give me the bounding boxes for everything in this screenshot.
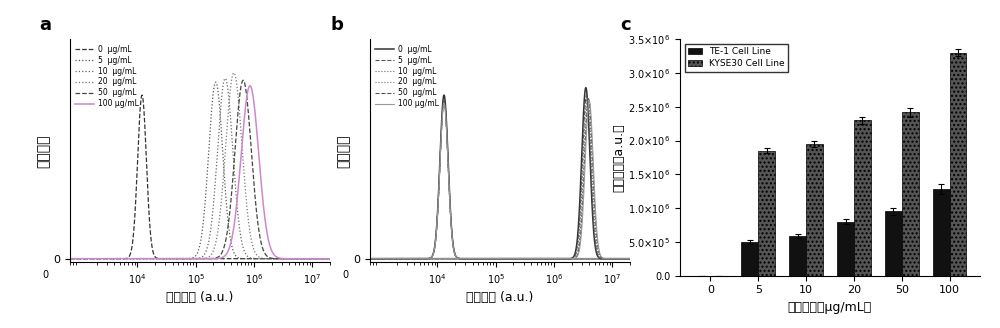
- Bar: [950, 53, 966, 276]
- Legend: 0  μg/mL, 5  μg/mL, 10  μg/mL, 20  μg/mL, 50  μg/mL, 100 μg/mL: 0 μg/mL, 5 μg/mL, 10 μg/mL, 20 μg/mL, 50…: [74, 43, 140, 110]
- Text: 0: 0: [42, 270, 48, 280]
- Bar: [741, 242, 758, 276]
- Bar: [885, 212, 902, 276]
- Bar: [854, 120, 871, 276]
- Bar: [806, 144, 823, 276]
- Bar: [902, 112, 919, 276]
- Text: a: a: [39, 16, 51, 34]
- Bar: [933, 189, 950, 276]
- Legend: 0  μg/mL, 5  μg/mL, 10  μg/mL, 20  μg/mL, 50  μg/mL, 100 μg/mL: 0 μg/mL, 5 μg/mL, 10 μg/mL, 20 μg/mL, 50…: [374, 43, 440, 110]
- X-axis label: 荧光强度 (a.u.): 荧光强度 (a.u.): [166, 292, 234, 304]
- Text: b: b: [331, 16, 344, 34]
- Text: c: c: [620, 16, 631, 34]
- Y-axis label: 细胞计数: 细胞计数: [36, 134, 50, 168]
- Y-axis label: 荧光强度（a.u.）: 荧光强度（a.u.）: [612, 123, 625, 192]
- Text: 0: 0: [342, 270, 348, 280]
- X-axis label: 药物浓度（μg/mL）: 药物浓度（μg/mL）: [788, 301, 872, 314]
- Bar: [837, 221, 854, 276]
- Bar: [758, 151, 775, 276]
- Y-axis label: 细胞计数: 细胞计数: [336, 134, 351, 168]
- X-axis label: 荧光强度 (a.u.): 荧光强度 (a.u.): [466, 292, 534, 304]
- Bar: [789, 236, 806, 276]
- Legend: TE-1 Cell Line, KYSE30 Cell Line: TE-1 Cell Line, KYSE30 Cell Line: [685, 44, 788, 72]
